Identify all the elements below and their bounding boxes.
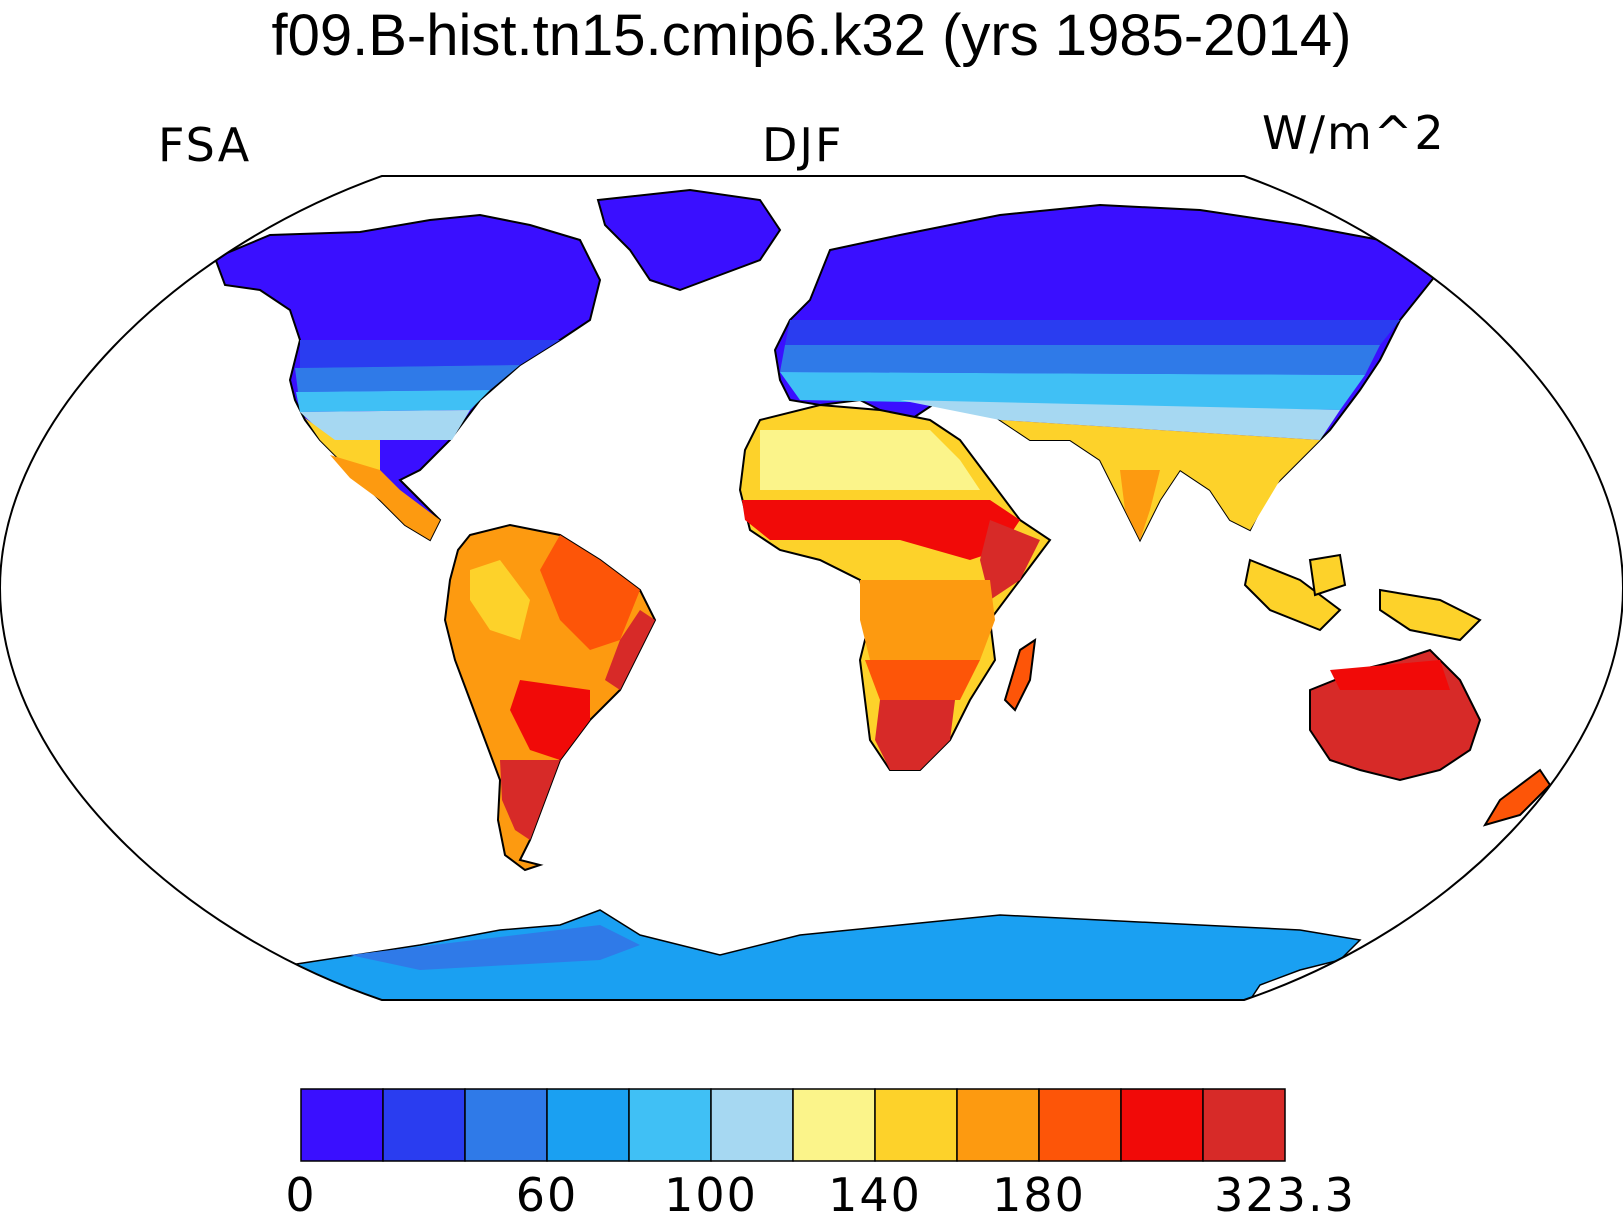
colorbar-tick-label: 180 bbox=[992, 1168, 1086, 1222]
map-title: f09.B-hist.tn15.cmip6.k32 (yrs 1985-2014… bbox=[271, 3, 1352, 68]
greenland bbox=[596, 188, 782, 292]
colorbar-tick-label: 100 bbox=[664, 1168, 758, 1222]
colorbar bbox=[300, 1088, 1286, 1162]
units-label: W/m^2 bbox=[1262, 106, 1446, 160]
map-boundary bbox=[0, 175, 1623, 1001]
colorbar-swatch bbox=[874, 1088, 958, 1162]
colorbar-swatch bbox=[956, 1088, 1040, 1162]
colorbar-swatch bbox=[300, 1088, 384, 1162]
colorbar-swatch bbox=[628, 1088, 712, 1162]
colorbar-swatch bbox=[1038, 1088, 1122, 1162]
colorbar-swatch bbox=[382, 1088, 466, 1162]
colorbar-swatch bbox=[1120, 1088, 1204, 1162]
colorbar-tick-label: 323.3 bbox=[1214, 1168, 1356, 1222]
season-label: DJF bbox=[762, 118, 844, 172]
colorbar-tick-label: 140 bbox=[828, 1168, 922, 1222]
colorbar-swatch bbox=[464, 1088, 548, 1162]
colorbar-swatch bbox=[792, 1088, 876, 1162]
colorbar-swatch bbox=[546, 1088, 630, 1162]
colorbar-tick-label: 60 bbox=[515, 1168, 579, 1222]
colorbar-swatch bbox=[710, 1088, 794, 1162]
variable-label: FSA bbox=[158, 118, 252, 172]
colorbar-tick-label: 0 bbox=[285, 1168, 317, 1222]
world-map bbox=[0, 175, 1623, 1001]
colorbar-swatch bbox=[1202, 1088, 1286, 1162]
